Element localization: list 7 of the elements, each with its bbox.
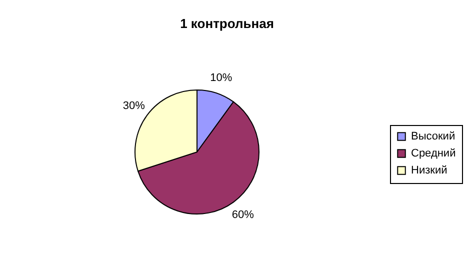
- data-label: 60%: [232, 209, 254, 222]
- legend-label: Низкий: [411, 164, 448, 176]
- legend-label: Средний: [411, 148, 456, 160]
- legend-label: Высокий: [411, 130, 456, 142]
- chart-title: 1 контрольная: [180, 16, 274, 31]
- data-label: 10%: [210, 72, 232, 84]
- data-label: 30%: [122, 100, 146, 112]
